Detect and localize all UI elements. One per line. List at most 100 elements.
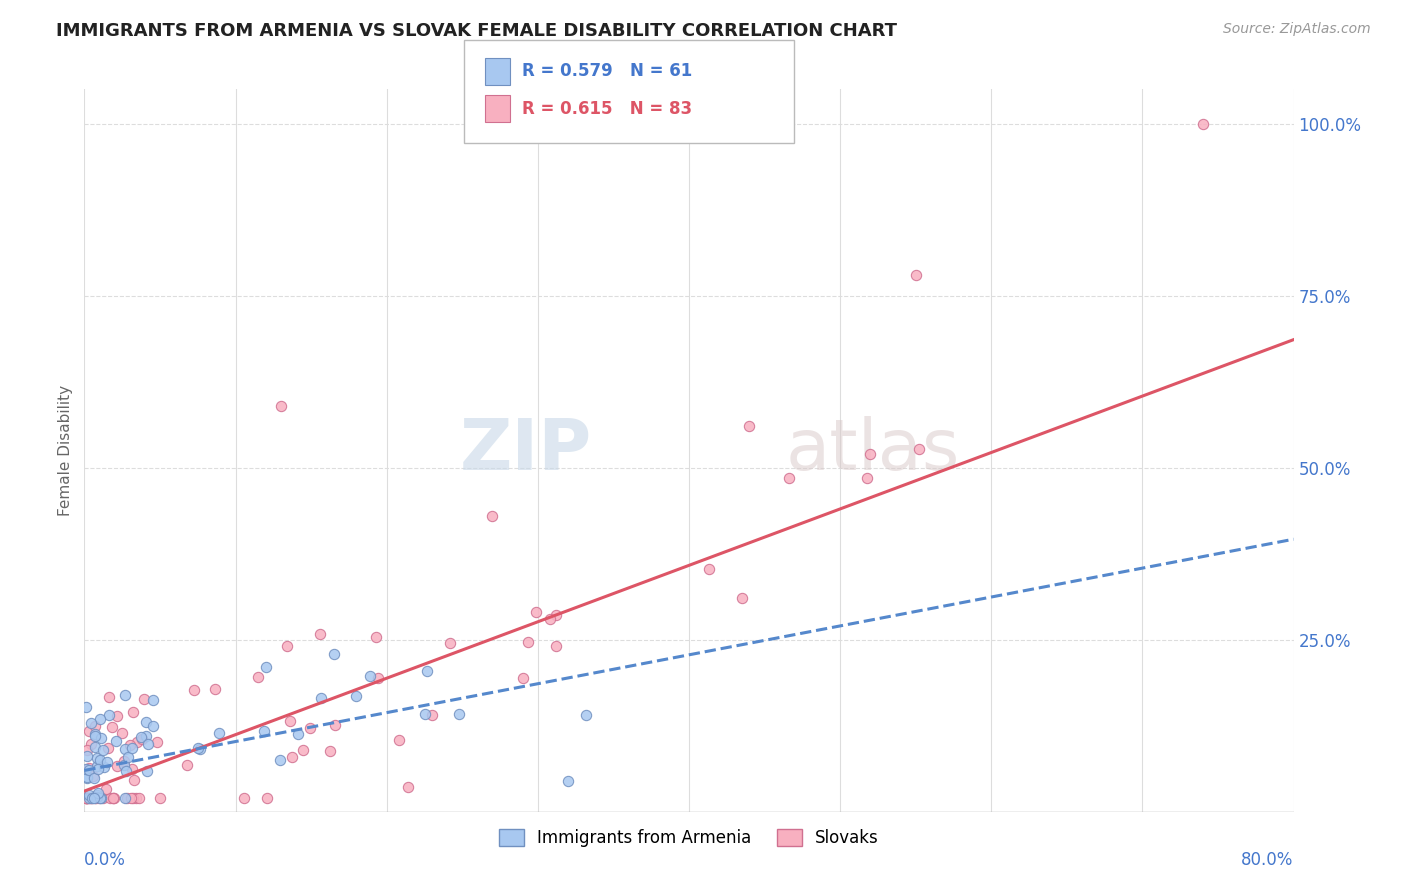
Point bbox=[131, 732, 153, 747]
Point bbox=[87, 786, 110, 800]
Point bbox=[287, 727, 309, 741]
Point bbox=[111, 726, 134, 740]
Point bbox=[96, 756, 118, 770]
Point bbox=[86, 789, 108, 804]
Point bbox=[84, 729, 107, 743]
Point bbox=[84, 791, 107, 805]
Point bbox=[855, 471, 877, 485]
Point bbox=[538, 612, 561, 626]
Point bbox=[100, 720, 122, 734]
Point bbox=[204, 681, 226, 696]
Point bbox=[183, 683, 205, 698]
Text: R = 0.579   N = 61: R = 0.579 N = 61 bbox=[522, 62, 692, 80]
Point bbox=[413, 707, 436, 722]
Point bbox=[187, 740, 209, 755]
Point bbox=[142, 693, 165, 707]
Point bbox=[128, 791, 150, 805]
Point bbox=[145, 734, 167, 748]
Point bbox=[114, 741, 136, 756]
Point bbox=[97, 740, 120, 755]
Point bbox=[77, 761, 100, 775]
Point bbox=[103, 791, 125, 805]
Text: 0.0%: 0.0% bbox=[84, 851, 127, 869]
Point bbox=[323, 718, 346, 732]
Text: 80.0%: 80.0% bbox=[1241, 851, 1294, 869]
Point bbox=[77, 724, 100, 739]
Point bbox=[364, 630, 387, 644]
Point bbox=[98, 791, 121, 805]
Point bbox=[1192, 117, 1215, 131]
Point bbox=[135, 729, 157, 743]
Point bbox=[83, 791, 105, 805]
Point bbox=[91, 742, 114, 756]
Point bbox=[76, 791, 98, 805]
Point bbox=[136, 764, 159, 779]
Point bbox=[575, 708, 598, 723]
Point bbox=[299, 721, 322, 735]
Point bbox=[75, 791, 97, 805]
Text: R = 0.615   N = 83: R = 0.615 N = 83 bbox=[522, 100, 692, 118]
Point bbox=[80, 791, 103, 805]
Point bbox=[90, 791, 112, 805]
Point bbox=[80, 791, 103, 805]
Point bbox=[731, 591, 754, 605]
Text: ZIP: ZIP bbox=[460, 416, 592, 485]
Point bbox=[544, 608, 567, 623]
Text: Source: ZipAtlas.com: Source: ZipAtlas.com bbox=[1223, 22, 1371, 37]
Point bbox=[396, 780, 419, 794]
Point bbox=[75, 699, 97, 714]
Point bbox=[84, 739, 107, 754]
Point bbox=[778, 471, 800, 485]
Point bbox=[97, 690, 120, 705]
Point bbox=[77, 791, 100, 805]
Point bbox=[89, 791, 111, 805]
Point bbox=[481, 508, 503, 523]
Point bbox=[75, 762, 97, 776]
Point bbox=[254, 660, 277, 674]
Point bbox=[131, 731, 153, 745]
Point bbox=[76, 791, 98, 805]
Point bbox=[86, 751, 108, 765]
Point bbox=[75, 791, 97, 805]
Point bbox=[246, 670, 269, 684]
Point bbox=[94, 782, 117, 797]
Point bbox=[77, 763, 100, 777]
Text: IMMIGRANTS FROM ARMENIA VS SLOVAK FEMALE DISABILITY CORRELATION CHART: IMMIGRANTS FROM ARMENIA VS SLOVAK FEMALE… bbox=[56, 22, 897, 40]
Point bbox=[121, 705, 143, 719]
Point bbox=[125, 791, 148, 805]
Point bbox=[90, 731, 112, 746]
Legend: Immigrants from Armenia, Slovaks: Immigrants from Armenia, Slovaks bbox=[492, 822, 886, 854]
Point bbox=[292, 743, 315, 757]
Point bbox=[79, 791, 101, 805]
Point bbox=[121, 762, 143, 776]
Point bbox=[125, 735, 148, 749]
Point bbox=[449, 707, 471, 722]
Point bbox=[75, 791, 97, 805]
Point bbox=[439, 636, 461, 650]
Point bbox=[269, 753, 291, 767]
Point bbox=[524, 605, 547, 619]
Point bbox=[105, 734, 128, 748]
Point bbox=[118, 738, 141, 752]
Point bbox=[82, 769, 104, 783]
Point bbox=[512, 671, 534, 685]
Point bbox=[77, 791, 100, 805]
Point bbox=[86, 759, 108, 773]
Point bbox=[83, 791, 105, 805]
Point bbox=[77, 788, 100, 802]
Point bbox=[276, 640, 298, 654]
Point bbox=[89, 713, 111, 727]
Point bbox=[84, 719, 107, 733]
Point bbox=[83, 771, 105, 785]
Point bbox=[388, 732, 411, 747]
Point bbox=[699, 562, 721, 576]
Point bbox=[738, 419, 761, 434]
Point bbox=[359, 669, 381, 683]
Point bbox=[121, 740, 143, 755]
Point bbox=[83, 727, 105, 741]
Point bbox=[86, 788, 108, 802]
Point bbox=[253, 724, 276, 739]
Point bbox=[420, 708, 443, 723]
Text: atlas: atlas bbox=[786, 416, 960, 485]
Point bbox=[115, 764, 138, 779]
